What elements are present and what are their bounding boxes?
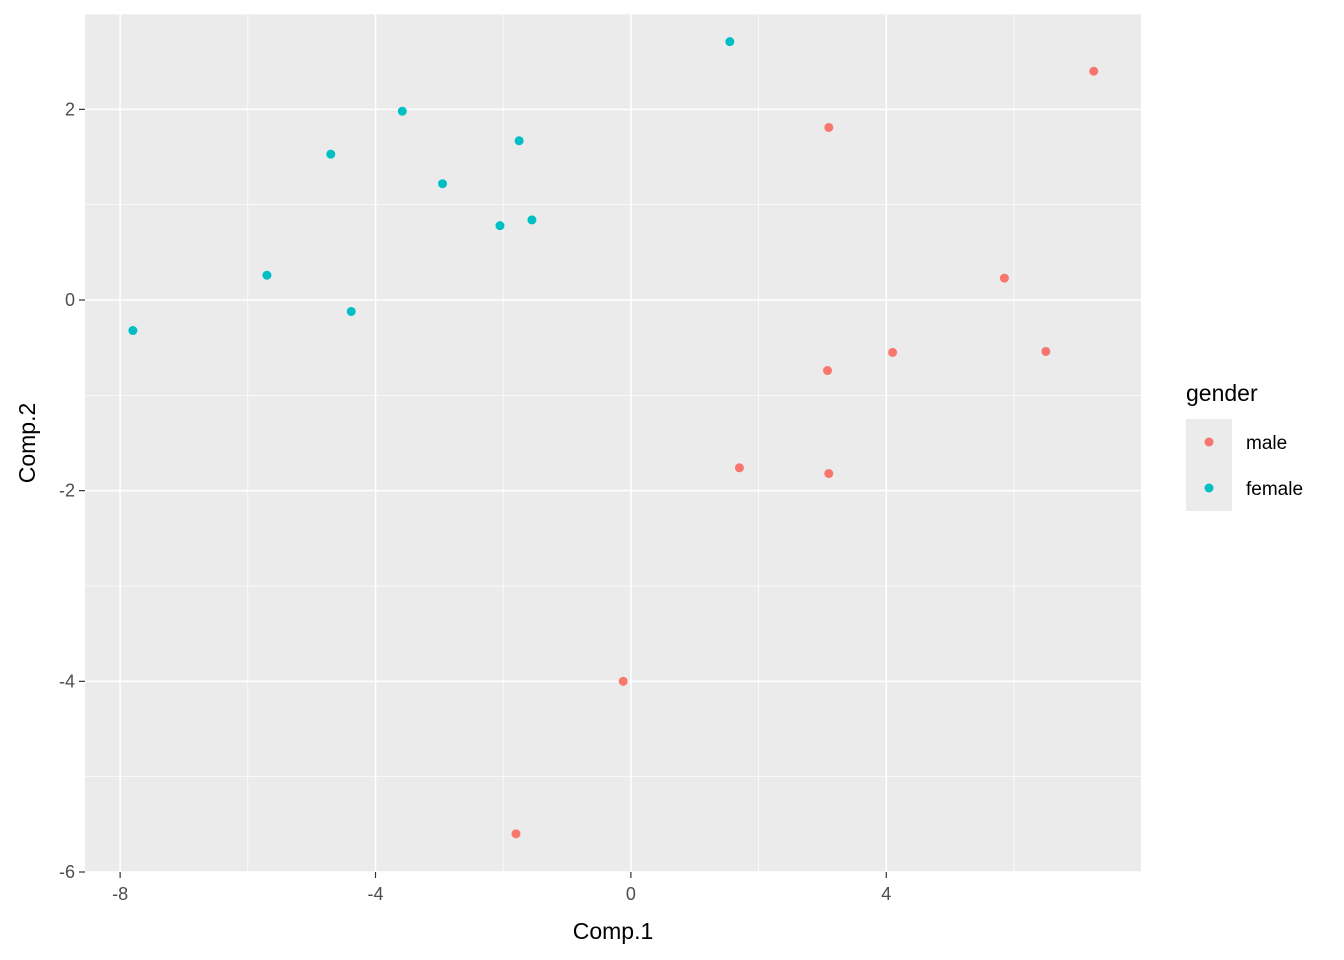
y-tick-label: 0 [65,290,75,310]
data-point-male [999,273,1009,283]
x-tick-label: -4 [367,884,383,904]
data-point-female [397,106,407,116]
data-point-female [262,270,272,280]
x-tick-label: 0 [626,884,636,904]
data-point-male [618,676,628,686]
data-point-female [326,149,336,159]
y-tick-label: 2 [65,99,75,119]
x-tick-label: 4 [881,884,891,904]
data-point-male [824,469,834,479]
data-point-male [1089,66,1099,76]
legend-key-female [1204,483,1214,493]
data-point-male [824,122,834,132]
y-axis-ticks: -6 -4 -2 0 2 [59,99,85,882]
legend-title: gender [1186,380,1258,406]
legend-key-male [1204,437,1214,447]
x-axis-ticks: -8 -4 0 4 [112,872,891,904]
y-tick-label: -4 [59,671,75,691]
data-point-female [527,215,537,225]
legend-label-male: male [1246,433,1287,454]
data-point-male [888,347,898,357]
data-point-female [495,221,505,231]
data-point-male [823,366,833,376]
data-point-female [725,37,735,47]
grid-minor-lines [85,13,1141,872]
x-tick-label: -8 [112,884,128,904]
x-axis-title: Comp.1 [573,918,654,944]
legend-items: male female [1186,419,1303,511]
data-point-male [1041,346,1051,356]
data-point-female [438,179,448,189]
y-tick-label: -6 [59,862,75,882]
grid-major-lines [85,14,1141,873]
data-point-female [346,306,356,316]
legend-label-female: female [1246,479,1303,500]
y-tick-label: -2 [59,481,75,501]
legend: gender male female [1186,380,1303,511]
plot-panel [85,14,1141,872]
data-point-female [128,326,138,336]
data-point-male [734,463,744,473]
data-point-male [511,829,521,839]
data-points [128,37,1099,839]
y-axis-title: Comp.2 [14,403,40,484]
data-point-female [514,136,524,146]
